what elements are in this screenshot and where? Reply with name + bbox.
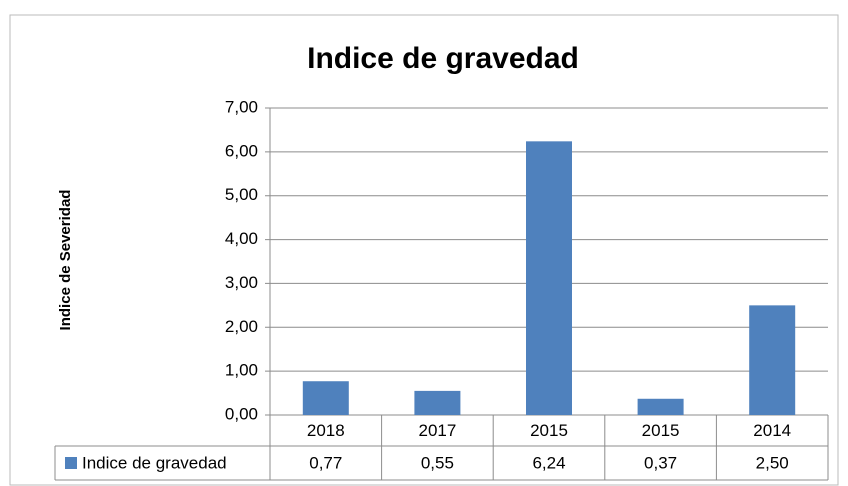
bar [526,141,572,415]
chart-title: Indice de gravedad [307,42,579,75]
legend-key [65,457,77,469]
y-tick-label: 6,00 [225,141,258,160]
x-tick-label: 2017 [418,421,456,440]
bar [749,305,796,415]
y-axis-label: Indice de Severidad [57,190,74,331]
data-label: 0,55 [421,453,454,472]
x-tick-label: 2015 [530,421,568,440]
bar [302,381,349,415]
y-tick-label: 3,00 [225,273,258,292]
data-label: 6,24 [532,453,565,472]
legend-label: Indice de gravedad [82,453,227,472]
y-tick-label: 0,00 [225,404,258,423]
y-tick-label: 5,00 [225,185,258,204]
y-tick-label: 4,00 [225,229,258,248]
x-tick-label: 2015 [642,421,680,440]
bar [414,390,461,415]
x-tick-label: 2014 [753,421,791,440]
data-label: 0,77 [309,453,342,472]
y-tick-label: 2,00 [225,317,258,336]
y-tick-label: 1,00 [225,361,258,380]
x-tick-label: 2018 [307,421,345,440]
data-label: 2,50 [756,453,789,472]
y-tick-label: 7,00 [225,97,258,116]
data-label: 0,37 [644,453,677,472]
bar [637,398,684,415]
